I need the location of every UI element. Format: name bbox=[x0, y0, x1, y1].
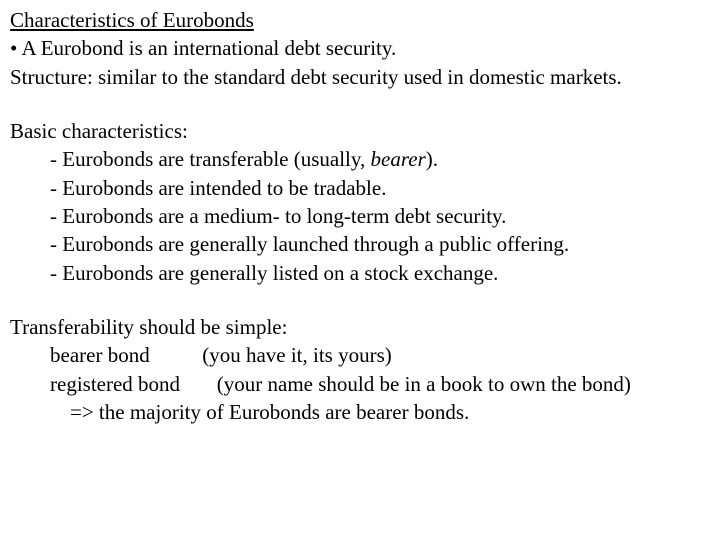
intro-bullet: • A Eurobond is an international debt se… bbox=[10, 34, 710, 62]
structure-line: Structure: similar to the standard debt … bbox=[10, 63, 710, 91]
basic-item-1: - Eurobonds are transferable (usually, b… bbox=[10, 145, 710, 173]
page-title: Characteristics of Eurobonds bbox=[10, 6, 710, 34]
basic-item-1-part-c: ). bbox=[426, 147, 438, 171]
basic-item-3: - Eurobonds are a medium- to long-term d… bbox=[10, 202, 710, 230]
document-page: Characteristics of Eurobonds • A Eurobon… bbox=[0, 0, 720, 436]
basic-item-4: - Eurobonds are generally launched throu… bbox=[10, 230, 710, 258]
transfer-item-3: => the majority of Eurobonds are bearer … bbox=[10, 398, 710, 426]
transfer-item-1: bearer bond (you have it, its yours) bbox=[10, 341, 710, 369]
basic-item-2: - Eurobonds are intended to be tradable. bbox=[10, 174, 710, 202]
basic-item-5: - Eurobonds are generally listed on a st… bbox=[10, 259, 710, 287]
spacer bbox=[10, 91, 710, 117]
title-text: Characteristics of Eurobonds bbox=[10, 8, 254, 32]
transfer-item-2: registered bond (your name should be in … bbox=[10, 370, 710, 398]
transferability-heading: Transferability should be simple: bbox=[10, 313, 710, 341]
spacer bbox=[10, 287, 710, 313]
basic-item-1-italic: bearer bbox=[371, 147, 426, 171]
basic-characteristics-heading: Basic characteristics: bbox=[10, 117, 710, 145]
basic-item-1-part-a: - Eurobonds are transferable (usually, bbox=[50, 147, 371, 171]
